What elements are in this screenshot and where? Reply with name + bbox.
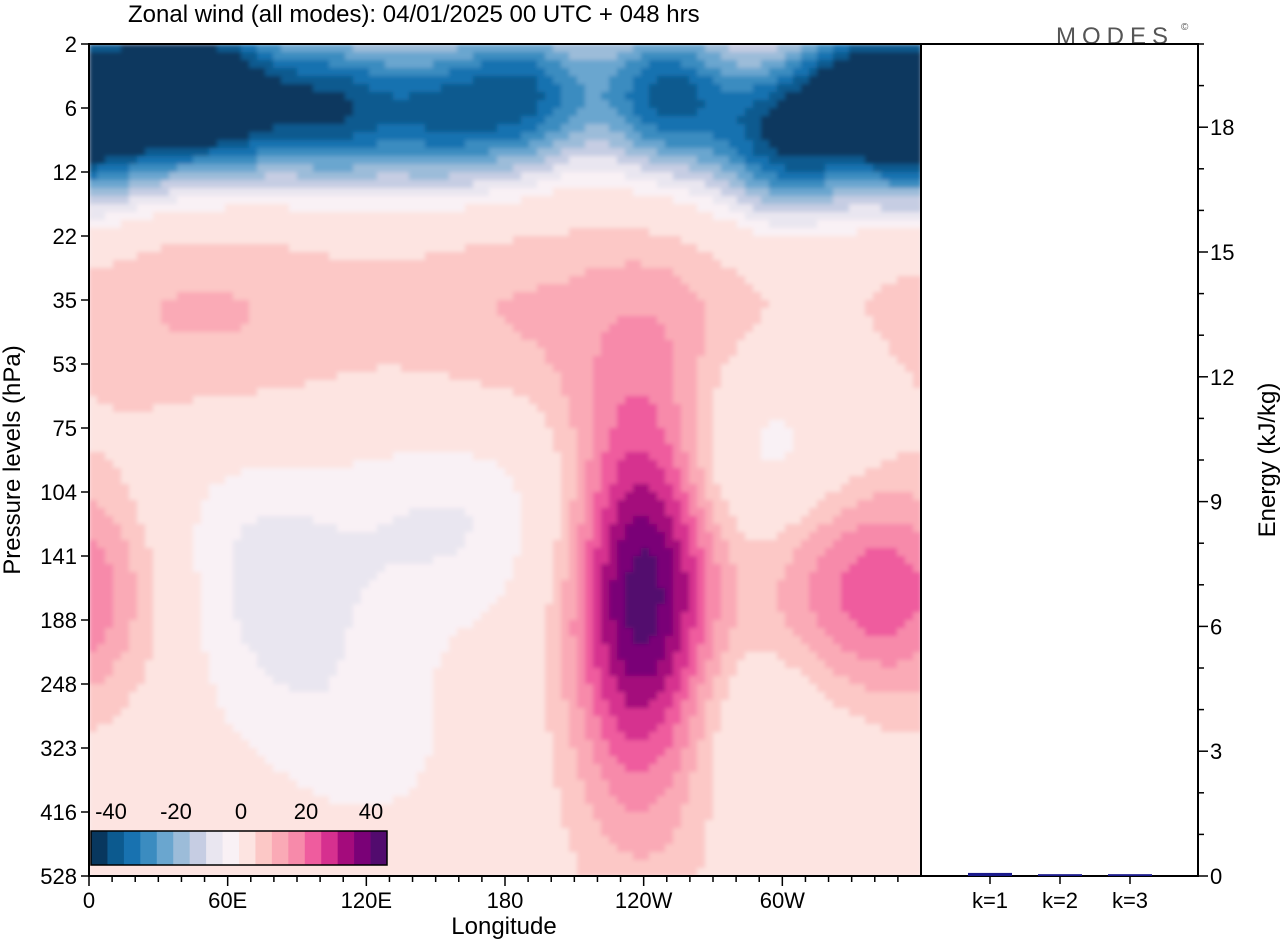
y-tick-label: 2 [65,32,77,57]
colorbar-swatch [91,831,108,865]
energy-panel-frame [920,43,1199,877]
pressure-axis: 2 6 12 22 35 53 75 104 141 188 248 323 416 528 [40,32,89,889]
y-tick-label: 323 [40,736,77,761]
colorbar-swatch [140,831,158,865]
x-tick-label: 180 [487,888,524,913]
colorbar-swatch [354,831,371,865]
x-tick-label: 120W [615,888,673,913]
colorbar: -40 -20 0 20 40 [90,799,388,866]
x-tick-label: 0 [83,888,95,913]
colorbar-swatch [222,831,240,865]
colorbar-tick-label: 0 [235,799,247,824]
y-tick-label: 6 [65,96,77,121]
colorbar-swatch [304,831,322,865]
energy-tick-label: 12 [1210,365,1234,390]
colorbar-swatch [107,831,125,865]
colorbar-swatch [288,831,306,865]
colorbar-swatch [156,831,174,865]
chart-title: Zonal wind (all modes): 04/01/2025 00 UT… [128,1,700,28]
colorbar-swatch [321,831,339,865]
y-tick-label: 188 [40,608,77,633]
energy-tick-label: 18 [1210,115,1234,140]
energy-category-label: k=1 [972,888,1008,913]
colorbar-swatch [239,831,256,865]
x-tick-label: 120E [341,888,392,913]
colorbar-swatch [255,831,273,865]
energy-axis-label: Energy (kJ/kg) [1254,383,1280,538]
colorbar-tick-label: 20 [294,799,318,824]
y-tick-label: 248 [40,672,77,697]
svg-text:©: © [1181,22,1189,33]
energy-category-label: k=3 [1112,888,1148,913]
y-tick-label: 12 [53,160,77,185]
energy-tick-label: 9 [1210,490,1222,515]
x-axis-label: Longitude [451,913,556,940]
colorbar-swatch [123,831,141,865]
colorbar-tick-label: -40 [95,799,127,824]
energy-bar [1108,874,1152,876]
y-tick-label: 35 [53,288,77,313]
y-tick-label: 75 [53,416,77,441]
colorbar-tick-label: -20 [160,799,192,824]
longitude-axis: 0 60E 120E 180 120W 60W [83,876,899,913]
colorbar-swatch [337,831,355,865]
energy-tick-label: 0 [1210,864,1222,889]
energy-bar [968,872,1012,876]
zonal-wind-contour-map [89,44,921,876]
energy-tick-label: 6 [1210,614,1222,639]
y-tick-label: 104 [40,480,77,505]
x-tick-label: 60E [208,888,247,913]
colorbar-tick-label: 40 [359,799,383,824]
y-tick-label: 53 [53,352,77,377]
colorbar-swatch [206,831,223,865]
colorbar-swatch [271,831,289,865]
energy-category-label: k=2 [1042,888,1078,913]
y-axis-label: Pressure levels (hPa) [0,345,26,574]
colorbar-swatch [370,831,388,865]
colorbar-swatch [189,831,207,865]
y-tick-label: 528 [40,864,77,889]
energy-tick-label: 3 [1210,739,1222,764]
energy-tick-label: 15 [1210,240,1234,265]
y-tick-label: 22 [53,224,77,249]
energy-bar-chart: 0 3 6 9 12 15 18 k=1 k=2 k=3 [968,43,1234,913]
energy-bar [1038,874,1082,876]
y-tick-label: 141 [40,544,77,569]
y-tick-label: 416 [40,800,77,825]
colorbar-swatch [173,831,191,865]
x-tick-label: 60W [760,888,805,913]
